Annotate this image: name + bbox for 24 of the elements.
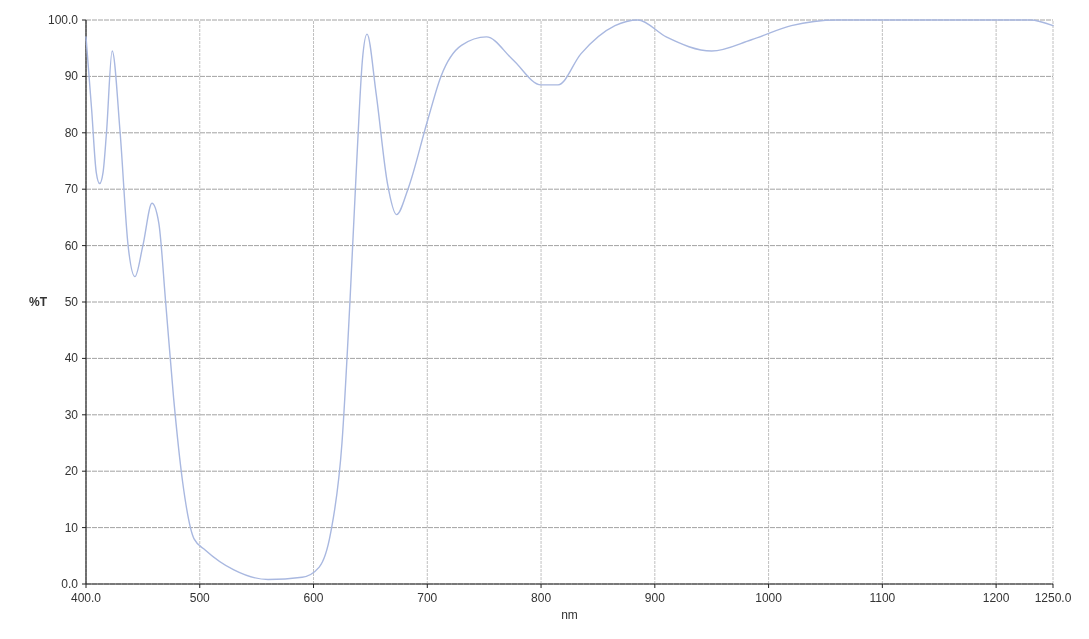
- x-axis-title: nm: [561, 608, 578, 622]
- x-tick-label: 500: [189, 591, 211, 605]
- x-tick-label: 600: [303, 591, 324, 605]
- y-tick-label: 60: [64, 238, 79, 253]
- y-tick-label: 80: [64, 125, 79, 140]
- y-axis-title: %T: [29, 295, 48, 309]
- x-tick-label: 1250.0: [1034, 591, 1072, 605]
- y-tick-label: 30: [64, 407, 79, 422]
- x-tick-label: 900: [644, 591, 666, 605]
- y-tick-label: 100.0: [47, 13, 79, 27]
- x-tick-label: 1000: [755, 591, 783, 605]
- x-tick-label: 1200: [982, 591, 1010, 605]
- y-tick-label: 0.0: [61, 577, 79, 591]
- x-tick-label: 700: [417, 591, 438, 605]
- y-tick-label: 70: [64, 182, 79, 197]
- y-tick-label: 20: [64, 464, 79, 479]
- line-series: [85, 19, 1054, 581]
- y-tick-label: 50: [64, 295, 79, 309]
- x-tick-label: 400.0: [70, 591, 102, 605]
- y-tick-label: 40: [64, 351, 79, 366]
- y-tick-label: 90: [64, 69, 79, 84]
- x-tick-label: 1100: [869, 591, 896, 605]
- y-tick-label: 10: [64, 520, 79, 535]
- x-tick-label: 800: [531, 591, 552, 605]
